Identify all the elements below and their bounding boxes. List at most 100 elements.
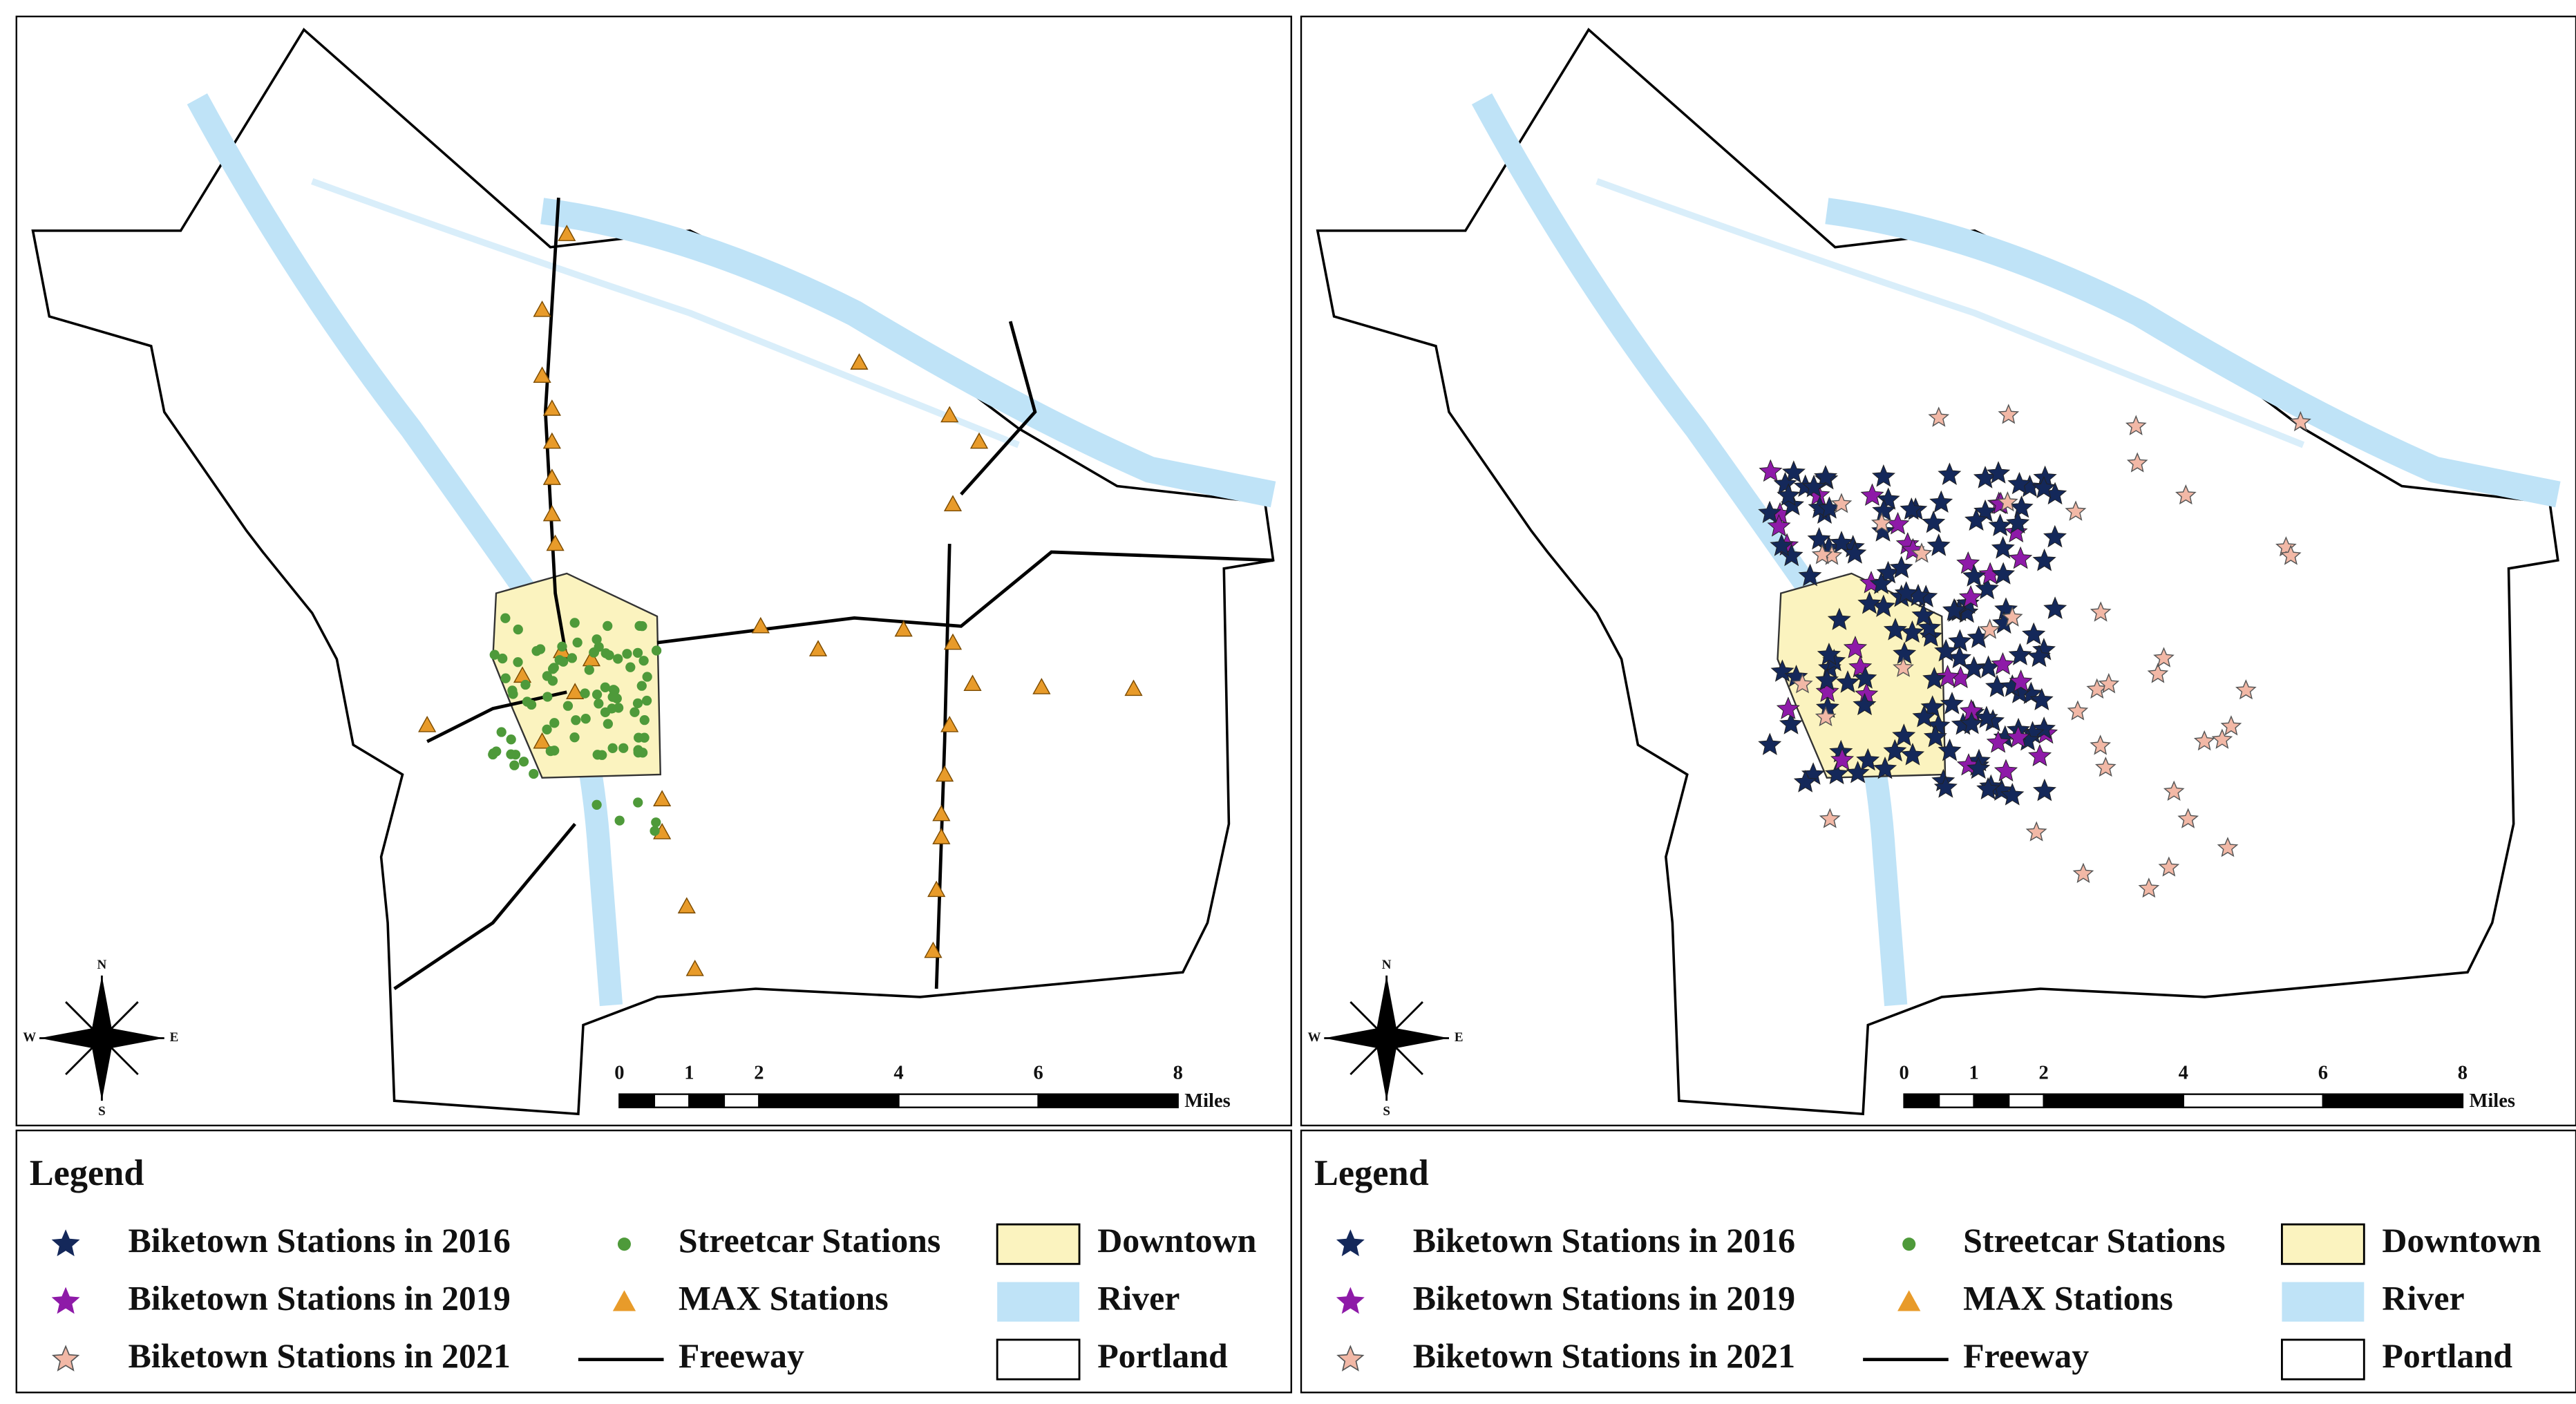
streetcar-station [629,707,640,717]
legend-label: Downtown [2382,1221,2541,1260]
biketown-station [2032,548,2056,571]
biketown-station [1815,679,1839,703]
streetcar-station [639,714,650,725]
biketown-station [1919,624,1943,647]
biketown-station [1773,472,1797,495]
streetcar-station [594,642,604,652]
biketown-station [1871,519,1895,542]
biketown-station [1889,556,1913,578]
biketown-station [2043,524,2067,548]
legend-symbol [51,1287,80,1314]
streetcar-station [600,648,611,658]
biketown-station [1900,497,1924,520]
legend-label: River [2382,1279,2464,1318]
biketown-station [1776,696,1800,719]
scale-bar-label: 1 [1969,1063,1978,1084]
legend-label: Downtown [1097,1221,1256,1260]
legend-label: MAX Stations [1963,1279,2173,1318]
biketown-station [1883,618,1907,641]
biketown-station-2021 [1792,673,1813,694]
scale-bar-segment [758,1093,900,1108]
streetcar-station [549,718,560,728]
biketown-station [1814,465,1838,488]
legend-label: MAX Stations [679,1279,889,1318]
biketown-station-2021 [2147,663,2169,683]
max-station [558,225,576,241]
biketown-station [2033,778,2056,801]
biketown-station-2021 [2090,601,2112,622]
streetcar-station [513,657,523,667]
biketown-station [2009,669,2033,692]
streetcar-station [622,649,632,659]
scale-bar-label: 8 [1173,1063,1183,1084]
biketown-station [1853,692,1877,716]
streetcar-station [634,732,644,743]
biketown-station [1798,563,1822,587]
legend-label: Streetcar Stations [679,1221,940,1260]
biketown-station [2029,687,2054,710]
legend-label: Biketown Stations in 2016 [128,1221,510,1260]
streetcar-station [498,653,508,664]
legend-label: Portland [1097,1336,1228,1375]
streetcar-station [526,699,537,710]
legend-symbol [2280,1338,2365,1381]
streetcar-station [542,692,553,702]
biketown-station [1843,636,1868,658]
streetcar-station [591,799,602,810]
biketown-station-2021 [2126,452,2148,473]
portland-boundary [31,28,1275,1116]
streetcar-station [591,634,602,645]
biketown-station [1933,775,1958,798]
river-columbia [1825,198,2561,508]
scale-bar-label: 6 [2318,1063,2328,1084]
max-station [894,620,913,637]
biketown-station [1923,725,1947,748]
streetcar-station [591,690,603,700]
biketown-station [1991,562,2016,585]
biketown-station [2006,511,2030,534]
streetcar-station [641,695,652,706]
streetcar-station [625,662,636,672]
scale-bar-segment [2043,1093,2184,1108]
biketown-station-2021 [2280,544,2302,565]
compass-inner [1324,975,1449,1101]
freeway [960,321,1037,496]
streetcar-station [569,732,580,743]
streetcar-station [500,673,511,683]
biketown-station [1938,738,1962,761]
biketown-station [1935,665,1960,687]
legend-symbol [1902,1237,1916,1251]
biketown-station-2021 [2067,700,2089,721]
legend-symbol [2282,1282,2365,1322]
scale-bar-label: 1 [684,1063,694,1084]
max-station [850,353,869,370]
freeway [393,822,576,990]
scale-bar-label: 0 [1899,1063,1909,1084]
max-station [542,399,561,416]
biketown-station-2021 [2072,862,2094,883]
compass-s: S [98,1104,106,1119]
biketown-station [1846,761,1870,784]
biketown-station [1770,533,1794,556]
streetcar-station [506,749,516,759]
biketown-station-2021 [2217,837,2239,857]
max-station [653,790,672,806]
streetcar-station [651,645,662,656]
streetcar-station [567,653,578,663]
biketown-station [2028,743,2052,767]
compass-inner [39,975,164,1101]
biketown-station [1856,748,1880,771]
biketown-station [1767,514,1791,537]
biketown-station [1759,459,1783,482]
legend-title: Legend [30,1153,144,1193]
biketown-station-2021 [2090,734,2111,755]
legend-label: Biketown Stations in 2016 [1413,1221,1795,1260]
legend-title: Legend [1314,1153,1429,1193]
biketown-station [1911,603,1935,626]
streetcar-station [613,654,623,664]
streetcar-station [584,665,594,675]
biketown-station [1926,533,1951,556]
scale-bar-segment [688,1093,726,1108]
legend-symbol [2280,1223,2365,1265]
biketown-station [1926,713,1951,737]
